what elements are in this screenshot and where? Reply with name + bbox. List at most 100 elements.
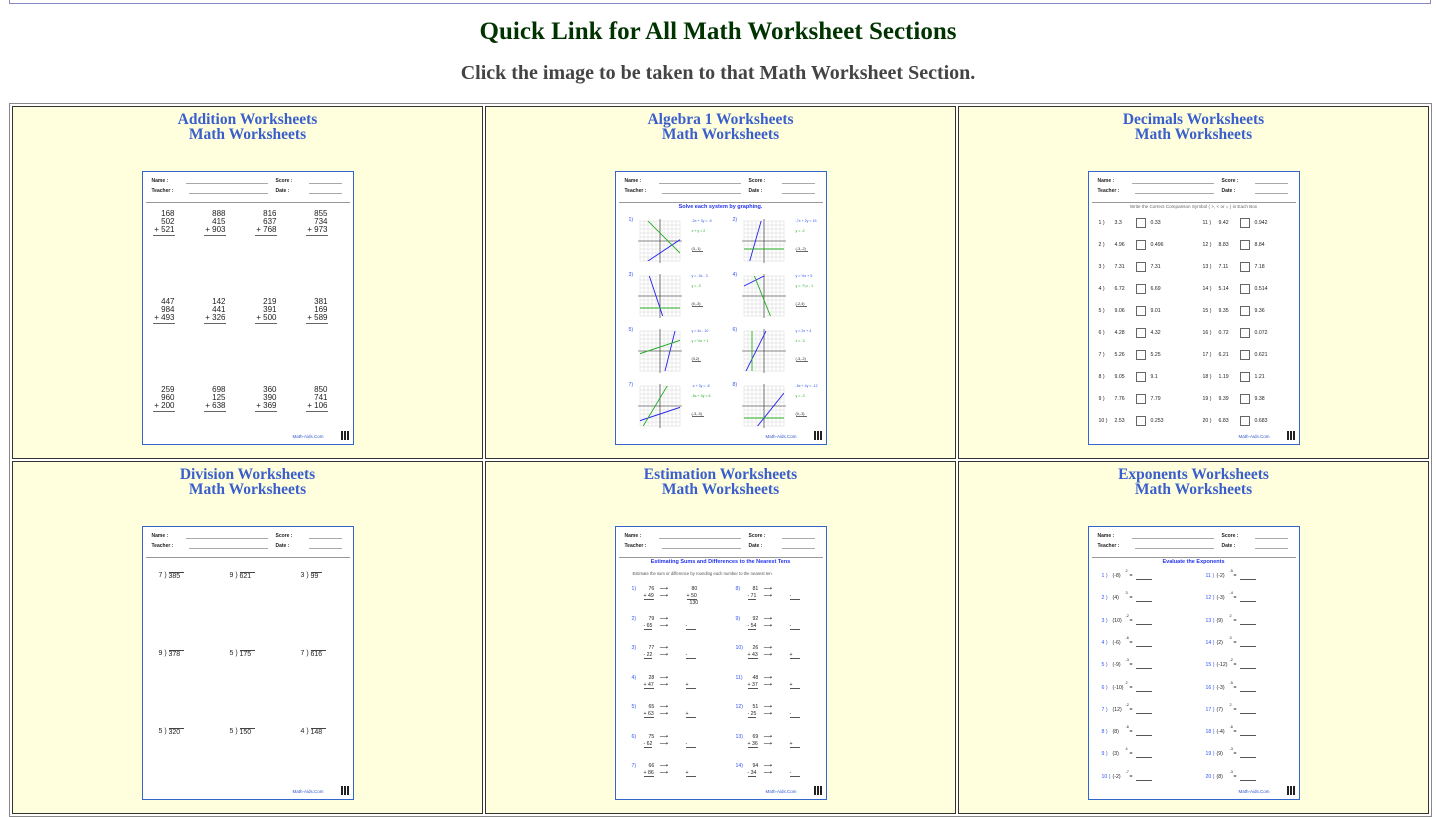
- coordinate-graph: [637, 329, 682, 373]
- problem-number: 5): [628, 327, 634, 333]
- left-value: 8.83: [1218, 242, 1229, 248]
- score-line: [781, 538, 815, 539]
- base: (4): [1112, 595, 1119, 602]
- exponents-link[interactable]: Exponents Worksheets Math Worksheets: [959, 462, 1428, 498]
- dividend: 385: [168, 572, 185, 580]
- problem-number: 6): [631, 733, 637, 740]
- dividend: 175: [239, 650, 256, 658]
- decimals-worksheet-thumbnail[interactable]: Name : Teacher : Score : Date : Math-Aids.Co…: [1087, 171, 1300, 445]
- date-line: [1254, 193, 1288, 194]
- estimate-blank: -: [685, 741, 696, 748]
- base: (-3): [1216, 684, 1225, 691]
- estimation-worksheet-thumbnail[interactable]: Name : Teacher : Score : Date : Math-Aids.Co…: [614, 526, 827, 800]
- estimate-blank: -: [789, 711, 800, 718]
- answer-box: [1135, 372, 1146, 382]
- coordinate-graph: [741, 329, 786, 373]
- arrow-icon: ⟶: [659, 652, 669, 658]
- equals: =: [1129, 751, 1133, 758]
- equation-1-line: [664, 331, 675, 371]
- header-divider: [145, 202, 350, 203]
- section-title: Addition Worksheets: [177, 111, 318, 128]
- estimation-link[interactable]: Estimation Worksheets Math Worksheets: [486, 462, 955, 498]
- algebra-worksheet-thumbnail[interactable]: Name : Teacher : Score : Date : Math-Aids.Co…: [614, 171, 827, 445]
- addition-link[interactable]: Addition Worksheets Math Worksheets: [13, 107, 482, 143]
- left-value: 7.31: [1114, 264, 1125, 270]
- problem-number: 6 ): [1101, 684, 1108, 691]
- division-worksheet-thumbnail[interactable]: Name : Teacher : Score : Date : Math-Aids.Co…: [141, 526, 354, 800]
- equation-2: y = -3: [691, 284, 701, 288]
- answer-box: [1135, 240, 1146, 250]
- coordinate-graph: [637, 274, 682, 318]
- exponent: -5: [1229, 680, 1233, 685]
- algebra-link[interactable]: Algebra 1 Worksheets Math Worksheets: [486, 107, 955, 143]
- header-divider: [145, 557, 350, 558]
- exponent: 2: [1229, 613, 1232, 618]
- base: (9): [1216, 617, 1223, 624]
- answer-line: [1239, 668, 1256, 670]
- left-value: 4.28: [1114, 330, 1125, 336]
- date-label: Date :: [1221, 543, 1236, 549]
- problem-number: 8): [732, 382, 738, 388]
- equation-1: y = -3x - 3: [691, 274, 708, 278]
- division-link[interactable]: Division Worksheets Math Worksheets: [13, 462, 482, 498]
- divisor: 9 ): [158, 650, 167, 657]
- equation-2: y = -3: [795, 394, 805, 398]
- second-number: + 49: [643, 593, 654, 600]
- first-number: 79: [648, 615, 655, 622]
- equals: =: [1129, 706, 1133, 713]
- name-label: Name :: [1097, 533, 1115, 539]
- exponent: -6: [1229, 725, 1233, 730]
- name-label: Name :: [624, 178, 642, 184]
- solution: (-3,-2): [795, 247, 808, 252]
- equals: =: [1233, 751, 1237, 758]
- score-label: Score :: [1221, 533, 1239, 539]
- second-number: + 86: [643, 770, 654, 777]
- left-value: 1.19: [1218, 374, 1229, 380]
- right-value: 0.942: [1254, 220, 1268, 226]
- base: (8): [1216, 773, 1223, 780]
- problem-number: 9 ): [1098, 396, 1105, 402]
- problem-number: 5 ): [1101, 662, 1108, 669]
- right-value: 0.621: [1254, 352, 1268, 358]
- answer-box: [1135, 306, 1146, 316]
- score-line: [781, 183, 815, 184]
- answer-box: [1239, 416, 1250, 426]
- problem-number: 11 ): [1202, 220, 1212, 226]
- equation-2-line: [646, 221, 680, 254]
- answer-box: [1239, 240, 1250, 250]
- problem-number: 14 ): [1205, 639, 1215, 646]
- problem-number: 5): [631, 704, 637, 710]
- sum-line: [305, 411, 328, 412]
- problem-number: 10 ): [1098, 418, 1108, 424]
- teacher-label: Teacher :: [624, 188, 647, 194]
- date-label: Date :: [275, 188, 290, 194]
- section-title: Estimation Worksheets: [643, 466, 798, 483]
- answer-box: [1135, 350, 1146, 360]
- solution: (0,-3): [795, 412, 807, 417]
- dividend: 148: [310, 728, 327, 736]
- exponent: -6: [1125, 635, 1129, 640]
- exponent: -3: [1229, 747, 1233, 752]
- equals: =: [1233, 706, 1237, 713]
- exponent: 4: [1125, 747, 1128, 752]
- answer-line: [1239, 645, 1256, 647]
- section-title: Decimals Worksheets: [1122, 111, 1265, 128]
- addend: 447: [161, 297, 175, 306]
- estimate-blank: -: [685, 652, 696, 659]
- addend: 360: [263, 385, 277, 394]
- score-line: [308, 538, 342, 539]
- addition-worksheet-thumbnail[interactable]: Name : Teacher : Score : Date : Math-Aids.Co…: [141, 171, 354, 445]
- score-label: Score :: [275, 533, 293, 539]
- header-divider: [618, 202, 823, 203]
- problem-number: 13): [735, 733, 744, 740]
- exponents-worksheet-thumbnail[interactable]: Name : Teacher : Score : Date : Math-Aids.Co…: [1087, 526, 1300, 800]
- left-value: 2.53: [1114, 418, 1125, 424]
- answer-box: [1135, 394, 1146, 404]
- equals: =: [1129, 573, 1133, 579]
- section-subtitle: Math Worksheets: [188, 126, 307, 143]
- right-value: 9.1: [1150, 374, 1158, 380]
- equation-2: x + y = 2: [691, 229, 706, 233]
- decimals-link[interactable]: Decimals Worksheets Math Worksheets: [959, 107, 1428, 143]
- qr-code-icon: [813, 431, 823, 440]
- addend: + 493: [154, 313, 175, 322]
